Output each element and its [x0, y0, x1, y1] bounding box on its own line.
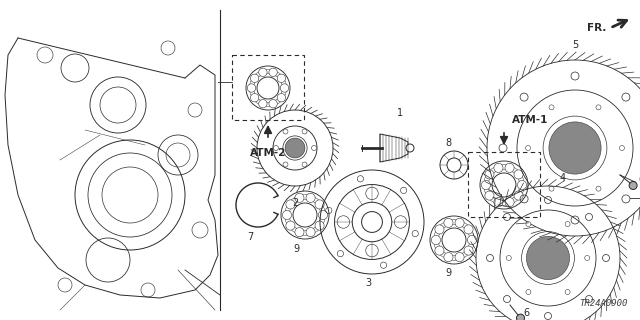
Circle shape	[494, 163, 503, 172]
Circle shape	[565, 290, 570, 294]
Circle shape	[286, 221, 295, 230]
Circle shape	[295, 228, 304, 237]
Circle shape	[269, 100, 277, 108]
Text: 5: 5	[572, 40, 578, 50]
Circle shape	[302, 162, 307, 167]
Text: 3: 3	[365, 278, 371, 288]
Circle shape	[277, 74, 285, 83]
Circle shape	[282, 211, 292, 220]
Circle shape	[464, 246, 473, 255]
Polygon shape	[380, 134, 408, 162]
Circle shape	[525, 146, 531, 150]
Circle shape	[514, 170, 523, 179]
Text: ATM-2: ATM-2	[250, 148, 286, 158]
Circle shape	[485, 170, 494, 179]
Text: 9: 9	[293, 244, 299, 254]
Circle shape	[455, 218, 464, 228]
Text: 6: 6	[523, 308, 529, 318]
Circle shape	[549, 105, 554, 110]
Circle shape	[312, 146, 317, 150]
Text: 8: 8	[445, 138, 451, 148]
Text: 4: 4	[560, 173, 566, 183]
Circle shape	[526, 236, 570, 280]
Circle shape	[526, 290, 531, 294]
Circle shape	[286, 200, 295, 209]
Circle shape	[506, 255, 511, 260]
Circle shape	[514, 191, 523, 200]
Circle shape	[295, 193, 304, 203]
Circle shape	[273, 146, 278, 150]
Circle shape	[444, 252, 453, 262]
Circle shape	[302, 129, 307, 134]
Circle shape	[250, 93, 259, 102]
Circle shape	[549, 186, 554, 191]
Text: TR24A0900: TR24A0900	[580, 299, 628, 308]
Circle shape	[485, 191, 494, 200]
Circle shape	[585, 255, 589, 260]
Circle shape	[315, 200, 324, 209]
Circle shape	[277, 93, 285, 102]
Circle shape	[596, 105, 601, 110]
Circle shape	[259, 100, 267, 108]
Circle shape	[629, 181, 637, 189]
Circle shape	[516, 314, 525, 320]
Circle shape	[431, 236, 440, 244]
Circle shape	[518, 180, 527, 189]
Circle shape	[596, 186, 601, 191]
Circle shape	[494, 197, 503, 207]
Circle shape	[455, 252, 464, 262]
Text: ATM-1: ATM-1	[512, 115, 548, 125]
Circle shape	[283, 129, 288, 134]
Circle shape	[247, 84, 256, 92]
Text: 9: 9	[445, 268, 451, 278]
Circle shape	[319, 211, 328, 220]
Circle shape	[481, 180, 491, 189]
Circle shape	[505, 163, 514, 172]
Circle shape	[435, 246, 444, 255]
Circle shape	[283, 162, 288, 167]
Text: 1: 1	[397, 108, 403, 118]
Circle shape	[565, 221, 570, 227]
Circle shape	[306, 193, 315, 203]
Circle shape	[526, 221, 531, 227]
Circle shape	[280, 84, 289, 92]
Text: 6: 6	[638, 175, 640, 185]
Circle shape	[444, 218, 453, 228]
Circle shape	[620, 146, 625, 150]
Circle shape	[250, 74, 259, 83]
Circle shape	[505, 197, 514, 207]
Circle shape	[464, 225, 473, 234]
Text: 2: 2	[292, 198, 298, 208]
Circle shape	[549, 122, 601, 174]
Circle shape	[259, 68, 267, 76]
Text: FR.: FR.	[587, 23, 606, 33]
Circle shape	[269, 68, 277, 76]
Circle shape	[315, 221, 324, 230]
Circle shape	[406, 144, 414, 152]
Circle shape	[467, 236, 477, 244]
Text: 7: 7	[247, 232, 253, 242]
Circle shape	[306, 228, 315, 237]
Circle shape	[285, 138, 305, 158]
Circle shape	[435, 225, 444, 234]
